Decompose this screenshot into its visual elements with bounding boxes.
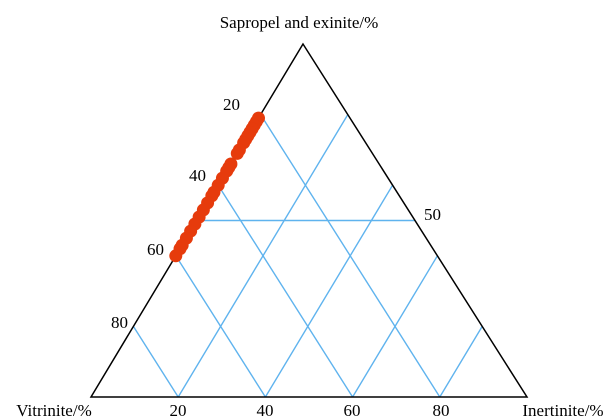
vertex-label-sapropel: Sapropel and exinite/% — [220, 13, 379, 32]
vertex-label-inertinite: Inertinite/% — [522, 401, 603, 420]
vertex-label-vitrinite: Vitrinite/% — [16, 401, 91, 420]
left-tick-20: 20 — [223, 95, 240, 114]
grid-line-vitrinite-80 — [132, 326, 179, 398]
grid-line-inertinite-60 — [351, 255, 439, 398]
data-point-9 — [230, 146, 244, 160]
grid-line-inertinite-20 — [177, 114, 349, 398]
bottom-tick-60: 60 — [344, 401, 361, 420]
grid-line-inertinite-80 — [439, 326, 483, 398]
right-tick-50: 50 — [424, 205, 441, 224]
data-point-25 — [169, 249, 183, 263]
grid-line-vitrinite-40 — [217, 184, 354, 398]
left-tick-80: 80 — [111, 313, 128, 332]
grid-lines — [132, 114, 483, 398]
left-tick-40: 40 — [189, 166, 206, 185]
bottom-tick-20: 20 — [170, 401, 187, 420]
grid-line-inertinite-40 — [264, 184, 394, 398]
bottom-tick-40: 40 — [257, 401, 274, 420]
data-points — [169, 111, 265, 263]
left-tick-60: 60 — [147, 240, 164, 259]
bottom-tick-80: 80 — [433, 401, 450, 420]
